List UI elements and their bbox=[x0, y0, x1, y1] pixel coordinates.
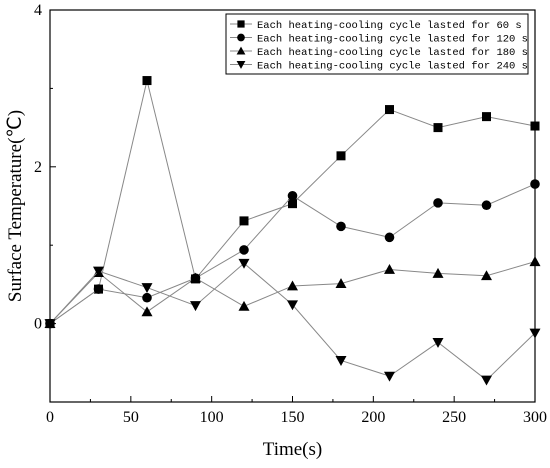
legend-entry-label: Each heating-cooling cycle lasted for 60… bbox=[257, 20, 522, 32]
data-point-series-4 bbox=[481, 375, 492, 386]
data-point-series-2 bbox=[239, 245, 249, 255]
data-point-series-1 bbox=[142, 76, 152, 86]
data-point-series-1 bbox=[239, 216, 249, 226]
legend-marker-circle bbox=[237, 33, 245, 42]
data-point-series-3 bbox=[481, 270, 492, 281]
x-tick-label: 200 bbox=[361, 409, 385, 426]
x-tick-label: 100 bbox=[200, 409, 224, 426]
data-point-series-3 bbox=[287, 280, 298, 291]
data-point-series-4 bbox=[529, 328, 541, 339]
legend-entry-label: Each heating-cooling cycle lasted for 12… bbox=[257, 34, 528, 46]
legend-box bbox=[225, 13, 529, 75]
legend-entry-label: Each heating-cooling cycle lasted for 24… bbox=[257, 61, 528, 73]
data-point-series-4 bbox=[44, 319, 56, 330]
data-point-series-1 bbox=[482, 112, 491, 122]
data-point-series-1 bbox=[385, 105, 394, 115]
data-point-series-4 bbox=[238, 258, 250, 269]
data-point-series-1 bbox=[288, 199, 297, 209]
y-tick-label: 0 bbox=[34, 316, 42, 333]
data-point-series-4 bbox=[93, 266, 104, 277]
x-axis-title: Time(s) bbox=[263, 439, 322, 460]
data-point-series-2 bbox=[530, 179, 540, 189]
data-point-series-2 bbox=[287, 191, 298, 201]
data-point-series-3 bbox=[141, 306, 153, 317]
data-point-series-4 bbox=[384, 371, 395, 382]
data-point-series-3 bbox=[238, 300, 250, 311]
data-point-series-1 bbox=[530, 121, 540, 131]
data-point-series-2 bbox=[384, 232, 395, 243]
data-point-series-2 bbox=[481, 200, 492, 211]
legend-marker-triangle-down bbox=[236, 60, 246, 69]
data-point-series-4 bbox=[141, 283, 153, 294]
data-point-series-1 bbox=[433, 123, 443, 133]
data-point-series-4 bbox=[432, 338, 444, 348]
x-tick-label: 300 bbox=[523, 409, 547, 426]
data-point-series-3 bbox=[335, 278, 347, 289]
data-point-series-2 bbox=[93, 284, 104, 294]
data-point-series-2 bbox=[433, 198, 443, 208]
x-tick-label: 50 bbox=[123, 409, 139, 426]
data-point-series-3 bbox=[190, 272, 201, 283]
data-point-series-4 bbox=[287, 300, 298, 311]
legend-marker-triangle-up bbox=[236, 46, 246, 55]
data-point-series-2 bbox=[336, 221, 346, 232]
data-point-series-3 bbox=[432, 267, 444, 278]
data-point-series-2 bbox=[142, 292, 152, 303]
series-line-3 bbox=[49, 261, 536, 324]
data-point-series-4 bbox=[190, 301, 201, 312]
data-point-series-3 bbox=[529, 256, 541, 267]
x-tick-label: 250 bbox=[442, 409, 466, 426]
y-tick-label: 2 bbox=[34, 159, 42, 176]
y-tick-label: 4 bbox=[34, 2, 42, 19]
legend-entry-label: Each heating-cooling cycle lasted for 18… bbox=[257, 47, 528, 59]
x-tick-label: 150 bbox=[281, 409, 305, 426]
data-point-series-1 bbox=[336, 151, 346, 161]
x-tick-label: 0 bbox=[46, 409, 54, 426]
data-point-series-4 bbox=[335, 356, 347, 366]
data-point-series-3 bbox=[384, 264, 395, 274]
y-axis-title: Surface Temperature(℃) bbox=[5, 110, 26, 302]
legend-marker-square bbox=[237, 20, 245, 28]
